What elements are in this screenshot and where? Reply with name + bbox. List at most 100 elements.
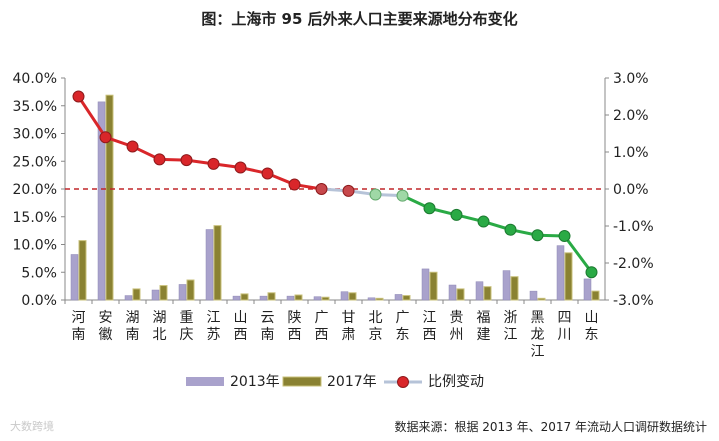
bar-2013 <box>529 290 538 301</box>
change-point <box>72 90 85 103</box>
bar-2017 <box>402 295 411 301</box>
bar-2013 <box>367 297 376 301</box>
change-point <box>396 189 409 202</box>
bar-2013 <box>232 295 241 301</box>
category-label: 江西 <box>423 310 437 343</box>
right-tick-label: -1.0% <box>613 219 654 235</box>
legend-label-2017: 2017年 <box>327 374 377 390</box>
change-point <box>504 223 517 236</box>
right-tick-label: 3.0% <box>613 71 649 87</box>
change-point <box>207 157 220 170</box>
bar-2017 <box>348 292 357 301</box>
change-point <box>369 188 382 201</box>
category-label: 山东 <box>585 310 599 343</box>
change-line-segment <box>77 95 107 139</box>
bar-2017 <box>375 297 384 301</box>
bar-2013 <box>97 101 106 301</box>
category-label: 山西 <box>234 310 248 343</box>
left-tick-label: 30.0% <box>13 127 57 143</box>
bar-2017 <box>321 296 330 301</box>
bar-2013 <box>286 295 295 301</box>
bar-2017 <box>510 276 519 301</box>
left-tick-label: 35.0% <box>13 99 57 115</box>
bar-2013 <box>583 278 592 301</box>
right-tick-label: -2.0% <box>613 256 654 272</box>
left-tick-label: 0.0% <box>21 293 57 309</box>
bar-2013 <box>556 245 565 301</box>
bar-2013 <box>502 270 511 301</box>
left-tick-label: 40.0% <box>13 71 57 87</box>
left-tick-label: 25.0% <box>13 154 57 170</box>
chart-title: 图：上海市 95 后外来人口主要来源地分布变化 <box>201 10 518 28</box>
category-label: 广东 <box>396 310 410 343</box>
change-point <box>234 161 247 174</box>
change-point <box>558 229 571 242</box>
right-tick-label: 0.0% <box>613 182 649 198</box>
right-tick-label: 2.0% <box>613 108 649 124</box>
bar-2013 <box>205 229 214 301</box>
bar-2017 <box>537 297 546 301</box>
right-tick-label: -3.0% <box>613 293 654 309</box>
bar-2013 <box>124 295 133 301</box>
left-tick-label: 15.0% <box>13 210 57 226</box>
change-point <box>261 167 274 180</box>
bar-2017 <box>240 293 249 301</box>
bar-2017 <box>105 94 114 301</box>
category-label: 重庆 <box>180 310 194 343</box>
category-label: 贵州 <box>450 310 464 343</box>
legend-marker-change <box>397 376 409 388</box>
left-tick-label: 20.0% <box>13 182 57 198</box>
change-point <box>531 229 544 242</box>
bar-2013 <box>70 254 79 301</box>
change-point <box>342 184 355 197</box>
change-line-segment <box>563 234 593 274</box>
change-point <box>153 153 166 166</box>
bar-2017 <box>213 225 222 301</box>
bar-2013 <box>151 289 160 301</box>
legend-swatch-2017 <box>282 376 322 387</box>
bar-2013 <box>394 294 403 301</box>
bar-2013 <box>178 284 187 301</box>
category-label: 甘肃 <box>342 310 356 343</box>
change-point <box>180 154 193 167</box>
category-label: 江苏 <box>207 310 221 343</box>
legend-swatch-2013 <box>186 377 224 386</box>
bar-2017 <box>429 271 438 301</box>
bar-2013 <box>448 284 457 301</box>
bar-2017 <box>564 252 573 301</box>
bar-2017 <box>591 290 600 301</box>
bar-2013 <box>421 268 430 301</box>
category-label: 四川 <box>558 310 572 343</box>
bar-2017 <box>456 288 465 301</box>
category-label: 北京 <box>369 310 383 343</box>
category-label: 陕西 <box>288 310 302 343</box>
change-point <box>99 131 112 144</box>
bar-2013 <box>340 291 349 301</box>
left-tick-label: 5.0% <box>21 265 57 281</box>
category-label: 浙江 <box>504 310 518 343</box>
watermark: 大数跨境 <box>10 420 54 433</box>
legend-label-change: 比例变动 <box>428 374 484 390</box>
right-tick-label: 1.0% <box>613 145 649 161</box>
data-source-note: 数据来源：根据 2013 年、2017 年流动人口调研数据统计 <box>394 420 707 434</box>
bar-2017 <box>267 292 276 301</box>
change-point <box>315 183 328 195</box>
bar-2013 <box>313 296 322 301</box>
category-label: 云南 <box>261 310 275 343</box>
bar-2017 <box>78 240 87 301</box>
left-tick-label: 10.0% <box>13 238 57 254</box>
change-point <box>288 178 301 191</box>
bar-2013 <box>259 295 268 301</box>
category-label: 广西 <box>315 310 329 343</box>
change-point <box>450 208 463 221</box>
category-label: 安徽 <box>99 310 113 343</box>
bar-2017 <box>159 285 168 301</box>
bar-2017 <box>294 294 303 301</box>
category-label: 湖南 <box>126 310 140 343</box>
category-label: 福建 <box>477 310 491 343</box>
bar-2017 <box>132 288 141 301</box>
change-point <box>423 202 436 215</box>
legend-label-2013: 2013年 <box>230 374 280 390</box>
bar-2017 <box>483 286 492 301</box>
